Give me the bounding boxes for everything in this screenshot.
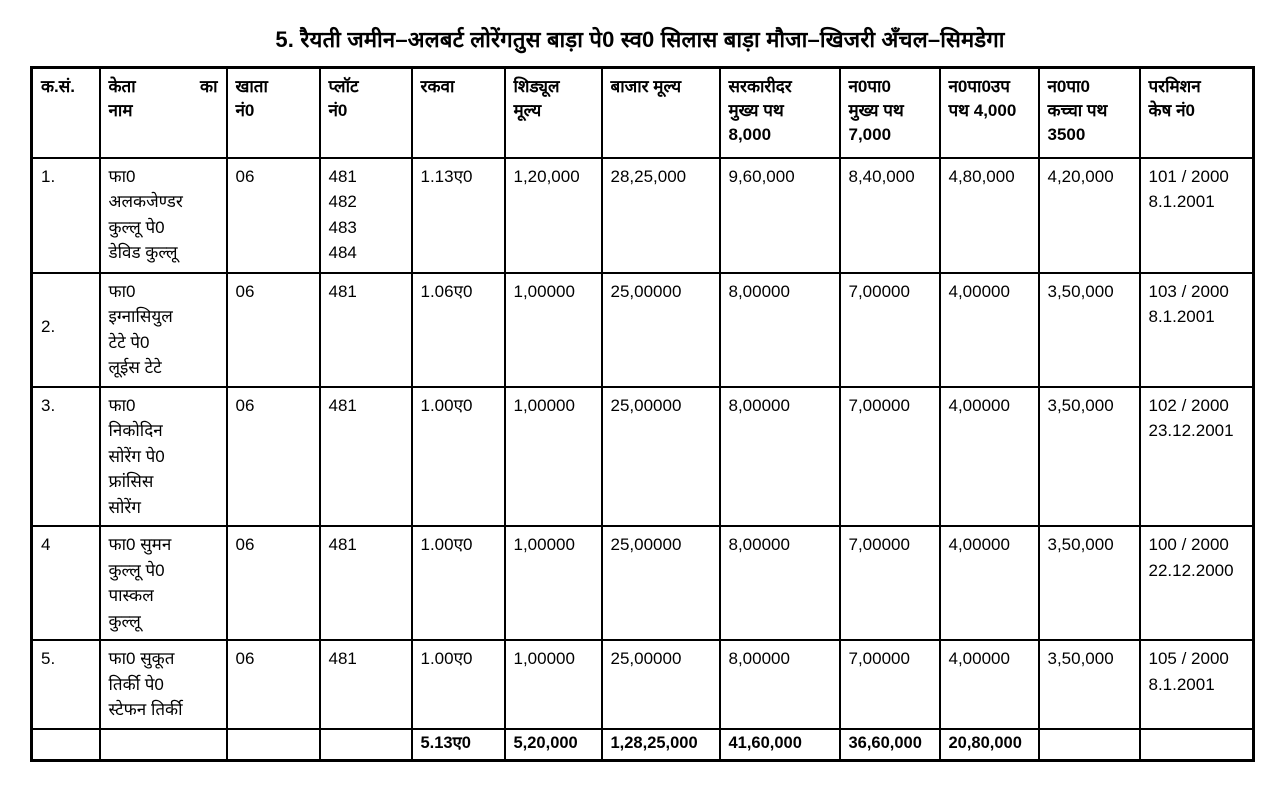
table-row-3: 3. फा0 निकोदिन सोरेंग पे0 फ्रांसिस सोरें… [30,385,1255,527]
cell-govt-rate-main-road: 8,00000 [718,271,841,388]
col-header-govt-rate-main-road-8000: सरकारीदर मुख्य पथ 8,000 [718,66,841,159]
total-govt-rate-main-road: 41,60,000 [718,727,841,762]
cell-napa-sub-road: 4,00000 [938,385,1040,527]
cell-plot-no: 481 [318,525,413,641]
table-row-1: 1. फा0 अलकजेण्डर कुल्लू पे0 डेविड कुल्लू… [30,156,1255,274]
cell-plot-no: 481 482 483 484 [318,156,413,274]
cell-permission-case-no: 102 / 2000 23.12.2001 [1138,385,1255,527]
col-header-buyer-name: केता का नाम [98,66,228,159]
cell-khata-no: 06 [225,156,321,274]
total-schedule-value: 5,20,000 [503,727,603,762]
cell-napa-main-road: 7,00000 [838,525,941,641]
cell-market-value: 25,00000 [600,639,721,730]
col-header-area: रकवा [410,66,506,159]
cell-market-value: 25,00000 [600,385,721,527]
cell-buyer-name: फा0 सुकूत तिर्की पे0 स्टेफन तिर्की [98,639,228,730]
total-buyer-name [98,727,228,762]
table-row-4: 4 फा0 सुमन कुल्लू पे0 पास्कल कुल्लू 06 4… [30,525,1255,641]
table-row-5: 5. फा0 सुकूत तिर्की पे0 स्टेफन तिर्की 06… [30,639,1255,730]
cell-plot-no: 481 [318,271,413,388]
total-plot-no [318,727,413,762]
cell-buyer-name: फा0 निकोदिन सोरेंग पे0 फ्रांसिस सोरेंग [98,385,228,527]
cell-khata-no: 06 [225,525,321,641]
total-napa-kachcha-road [1037,727,1141,762]
cell-napa-sub-road: 4,00000 [938,271,1040,388]
cell-area: 1.00ए0 [410,525,506,641]
cell-permission-case-no: 103 / 2000 8.1.2001 [1138,271,1255,388]
cell-napa-main-road: 7,00000 [838,639,941,730]
table-row-2: 2. फा0 इग्नासियुल टेटे पे0 लूईस टेटे 06 … [30,271,1255,388]
cell-serial-no: 3. [30,385,101,527]
cell-napa-kachcha-road: 3,50,000 [1037,639,1141,730]
document-title: 5. रैयती जमीन–अलबर्ट लोरेंगतुस बाड़ा पे0… [275,27,1005,52]
cell-serial-no: 1. [30,156,101,274]
col-header-schedule-value: शिड्यूल मूल्य [503,66,603,159]
cell-schedule-value: 1,00000 [503,639,603,730]
cell-khata-no: 06 [225,385,321,527]
col-header-napa-sub-road-4000: न0पा0उप पथ 4,000 [938,66,1040,159]
total-napa-main-road: 36,60,000 [838,727,941,762]
cell-napa-sub-road: 4,00000 [938,525,1040,641]
cell-plot-no: 481 [318,385,413,527]
cell-market-value: 25,00000 [600,525,721,641]
cell-napa-sub-road: 4,80,000 [938,156,1040,274]
cell-permission-case-no: 100 / 2000 22.12.2000 [1138,525,1255,641]
cell-serial-no: 5. [30,639,101,730]
cell-govt-rate-main-road: 8,00000 [718,525,841,641]
cell-govt-rate-main-road: 9,60,000 [718,156,841,274]
cell-schedule-value: 1,00000 [503,385,603,527]
cell-khata-no: 06 [225,639,321,730]
cell-schedule-value: 1,20,000 [503,156,603,274]
col-header-khata-no: खाता नं0 [225,66,321,159]
cell-napa-kachcha-road: 4,20,000 [1037,156,1141,274]
cell-area: 1.06ए0 [410,271,506,388]
cell-napa-kachcha-road: 3,50,000 [1037,271,1141,388]
col-header-permission-case-no: परमिशन केष नं0 [1138,66,1255,159]
cell-schedule-value: 1,00000 [503,525,603,641]
col-header-napa-kachcha-road-3500: न0पा0 कच्चा पथ 3500 [1037,66,1141,159]
cell-govt-rate-main-road: 8,00000 [718,639,841,730]
total-khata-no [225,727,321,762]
cell-plot-no: 481 [318,639,413,730]
cell-buyer-name: फा0 अलकजेण्डर कुल्लू पे0 डेविड कुल्लू [98,156,228,274]
cell-schedule-value: 1,00000 [503,271,603,388]
total-permission-case-no [1138,727,1255,762]
col-header-market-value: बाजार मूल्य [600,66,721,159]
cell-napa-main-road: 7,00000 [838,385,941,527]
cell-permission-case-no: 105 / 2000 8.1.2001 [1138,639,1255,730]
total-serial-no [30,727,101,762]
land-records-table: क.सं. केता का नाम खाता नं0 प्लॉट नं0 रकव… [30,66,1255,762]
cell-napa-main-road: 8,40,000 [838,156,941,274]
cell-napa-kachcha-road: 3,50,000 [1037,525,1141,641]
total-area: 5.13ए0 [410,727,506,762]
cell-market-value: 28,25,000 [600,156,721,274]
table-totals-row: 5.13ए0 5,20,000 1,28,25,000 41,60,000 36… [30,727,1255,762]
col-header-napa-main-road-7000: न0पा0 मुख्य पथ 7,000 [838,66,941,159]
cell-serial-no: 4 [30,525,101,641]
cell-napa-main-road: 7,00000 [838,271,941,388]
cell-area: 1.13ए0 [410,156,506,274]
col-header-serial-no: क.सं. [30,66,101,159]
cell-serial-no: 2. [30,271,101,388]
cell-area: 1.00ए0 [410,639,506,730]
total-napa-sub-road: 20,80,000 [938,727,1040,762]
col-header-plot-no: प्लॉट नं0 [318,66,413,159]
table-header-row: क.सं. केता का नाम खाता नं0 प्लॉट नं0 रकव… [30,66,1255,159]
cell-area: 1.00ए0 [410,385,506,527]
cell-buyer-name: फा0 सुमन कुल्लू पे0 पास्कल कुल्लू [98,525,228,641]
cell-market-value: 25,00000 [600,271,721,388]
cell-govt-rate-main-road: 8,00000 [718,385,841,527]
cell-napa-sub-road: 4,00000 [938,639,1040,730]
cell-buyer-name: फा0 इग्नासियुल टेटे पे0 लूईस टेटे [98,271,228,388]
cell-khata-no: 06 [225,271,321,388]
total-market-value: 1,28,25,000 [600,727,721,762]
cell-permission-case-no: 101 / 2000 8.1.2001 [1138,156,1255,274]
cell-napa-kachcha-road: 3,50,000 [1037,385,1141,527]
